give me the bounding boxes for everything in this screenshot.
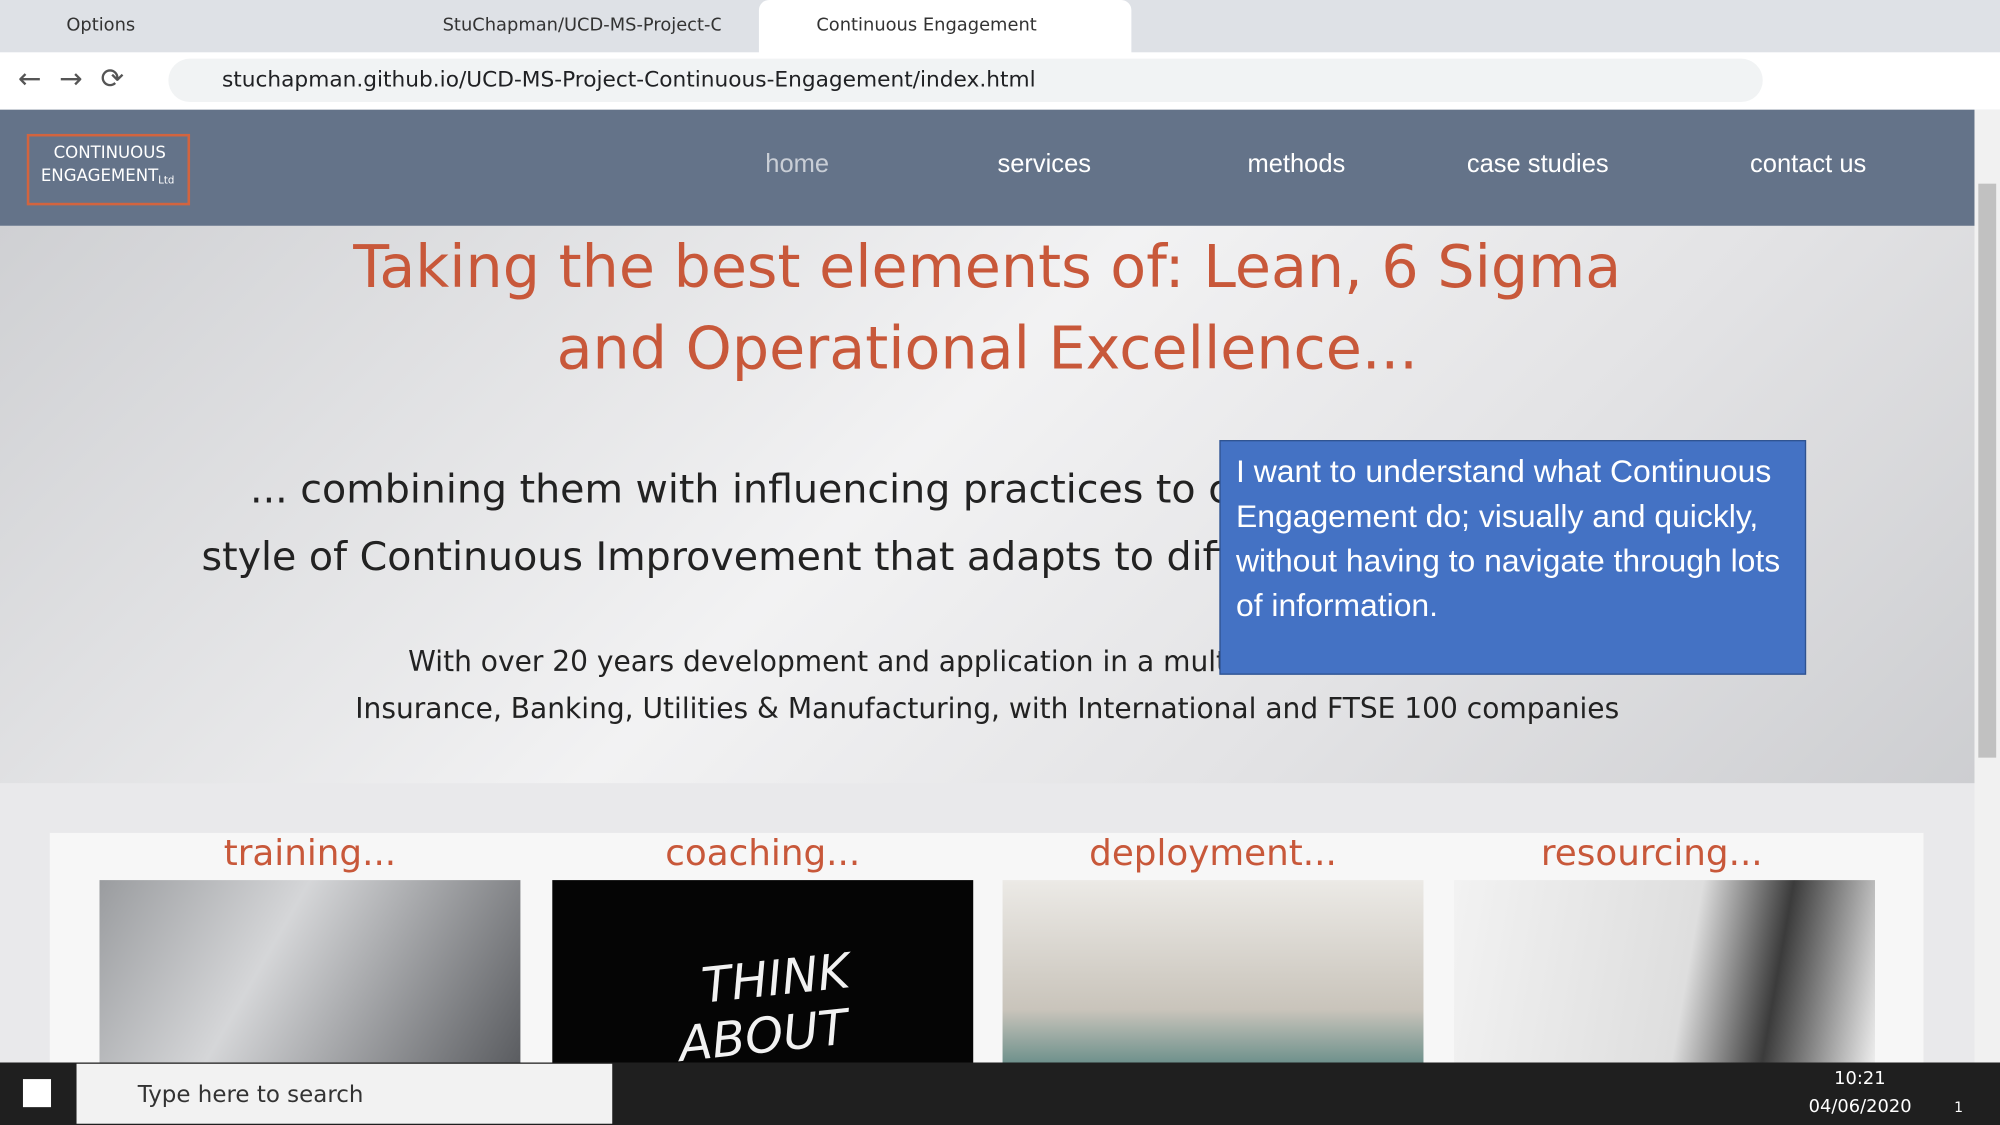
hero-sub: ... combining them with influencing prac…	[249, 466, 1270, 513]
hero-heading: and Operational Excellence...	[556, 313, 1418, 383]
address-bar[interactable]	[168, 58, 1763, 103]
nav-buttons[interactable]: ← → ⟳	[17, 63, 125, 96]
tab[interactable]: StuChapman/UCD-MS-Project-C	[442, 15, 721, 36]
card-image	[1454, 880, 1875, 1066]
active-tab-bg	[758, 0, 1132, 54]
start-button[interactable]	[22, 1079, 52, 1108]
hero-para: With over 20 years development and appli…	[408, 646, 1264, 679]
search-box[interactable]	[76, 1063, 613, 1124]
card-title: resourcing...	[1540, 831, 1763, 874]
hero-sub: style of Continuous Improvement that ada…	[201, 534, 1255, 581]
callout: I want to understand what Continuous Eng…	[1219, 440, 1807, 675]
scrollbar[interactable]	[1974, 109, 2000, 1063]
nav-link[interactable]: services	[997, 150, 1092, 179]
card-title: deployment...	[1089, 831, 1337, 874]
card-title: coaching...	[665, 831, 861, 874]
nav-link[interactable]: methods	[1247, 150, 1346, 179]
clock-date: 04/06/2020	[1808, 1096, 1912, 1118]
logo-text: ENGAGEMENT	[40, 167, 159, 187]
logo-box	[26, 133, 191, 206]
card-image	[1002, 880, 1424, 1066]
tab[interactable]: Continuous Engagement	[816, 15, 1037, 36]
tab[interactable]: Options	[66, 15, 136, 36]
clock-time: 10:21	[1834, 1068, 1886, 1090]
search-text: Type here to search	[137, 1081, 364, 1109]
card-image	[99, 880, 521, 1066]
card-image	[552, 880, 974, 1066]
logo-text: Ltd	[158, 174, 175, 187]
notification-count[interactable]: 1	[1954, 1099, 1964, 1117]
hero-heading: Taking the best elements of: Lean, 6 Sig…	[353, 232, 1622, 302]
url: stuchapman.github.io/UCD-MS-Project-Cont…	[221, 67, 1036, 94]
nav-link[interactable]: case studies	[1466, 150, 1609, 179]
nav-link[interactable]: home	[765, 150, 830, 179]
logo-text: CONTINUOUS	[53, 144, 166, 164]
card-title: training...	[223, 831, 397, 874]
nav-link[interactable]: contact us	[1749, 150, 1867, 179]
header	[0, 109, 1975, 226]
hero-para: Insurance, Banking, Utilities & Manufact…	[355, 693, 1620, 726]
